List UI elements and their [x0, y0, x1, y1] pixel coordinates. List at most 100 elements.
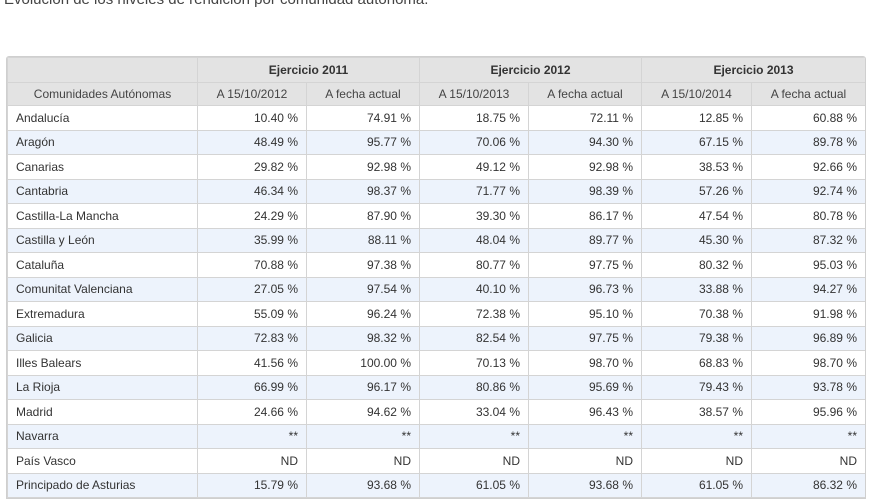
table-row: Comunitat Valenciana 27.05 % 97.54 % 40.10 …: [7, 276, 865, 302]
value-cell: 12.85 %: [641, 105, 752, 131]
table-row: Extremadura 55.09 % 96.24 % 72.38 % 95.10 % 7…: [7, 301, 865, 327]
column-header-row: Comunidades Autónomas A 15/10/2012 A fecha…: [7, 82, 865, 106]
value-cell: 89.78 %: [751, 129, 865, 155]
table-row: País Vasco ND ND ND ND ND ND: [7, 448, 865, 474]
value-cell: 92.98 %: [306, 154, 420, 180]
value-cell: 61.05 %: [641, 472, 752, 498]
value-cell: 97.54 %: [306, 276, 420, 302]
value-cell: 97.75 %: [528, 325, 642, 351]
value-cell: 27.05 %: [197, 276, 307, 302]
region-name: Galicia: [7, 325, 198, 351]
value-cell: 33.04 %: [419, 399, 529, 425]
group-header: Ejercicio 2012: [419, 57, 642, 83]
value-cell: 60.88 %: [751, 105, 865, 131]
value-cell: 98.39 %: [528, 178, 642, 204]
table-row: Principado de Asturias 15.79 % 93.68 % 61.0…: [7, 472, 865, 498]
value-cell: 61.05 %: [419, 472, 529, 498]
group-header: Ejercicio 2013: [641, 57, 865, 83]
value-cell: **: [641, 423, 752, 449]
value-cell: 96.17 %: [306, 374, 420, 400]
region-name: Principado de Asturias: [7, 472, 198, 498]
value-cell: 35.99 %: [197, 227, 307, 253]
column-header: Comunidades Autónomas: [7, 82, 198, 106]
value-cell: 96.73 %: [528, 276, 642, 302]
region-name: Castilla y León: [7, 227, 198, 253]
value-cell: ND: [751, 448, 865, 474]
value-cell: 49.12 %: [419, 154, 529, 180]
table-row: Galicia 72.83 % 98.32 % 82.54 % 97.75 % 79.38…: [7, 325, 865, 351]
column-header: A 15/10/2012: [197, 82, 307, 106]
value-cell: 80.32 %: [641, 252, 752, 278]
value-cell: 70.13 %: [419, 350, 529, 376]
page-title: Evolución de los niveles de rendición po…: [4, 0, 428, 8]
region-name: Canarias: [7, 154, 198, 180]
value-cell: ND: [306, 448, 420, 474]
value-cell: 68.83 %: [641, 350, 752, 376]
value-cell: 95.03 %: [751, 252, 865, 278]
value-cell: 48.49 %: [197, 129, 307, 155]
value-cell: 88.11 %: [306, 227, 420, 253]
value-cell: 72.38 %: [419, 301, 529, 327]
value-cell: 93.68 %: [528, 472, 642, 498]
value-cell: 93.78 %: [751, 374, 865, 400]
value-cell: 47.54 %: [641, 203, 752, 229]
value-cell: 92.74 %: [751, 178, 865, 204]
table-row: Illes Balears 41.56 % 100.00 % 70.13 % 98.70…: [7, 350, 865, 376]
value-cell: ND: [641, 448, 752, 474]
region-name: Andalucía: [7, 105, 198, 131]
value-cell: 46.34 %: [197, 178, 307, 204]
table-row: Canarias 29.82 % 92.98 % 49.12 % 92.98 % 38.5…: [7, 154, 865, 180]
region-name: La Rioja: [7, 374, 198, 400]
region-name: Navarra: [7, 423, 198, 449]
value-cell: 96.24 %: [306, 301, 420, 327]
value-cell: ND: [528, 448, 642, 474]
value-cell: 71.77 %: [419, 178, 529, 204]
value-cell: 100.00 %: [306, 350, 420, 376]
table-row: Castilla y León 35.99 % 88.11 % 48.04 % 89.7…: [7, 227, 865, 253]
table-row: Andalucía 10.40 % 74.91 % 18.75 % 72.11 % 12.…: [7, 105, 865, 131]
value-cell: 38.53 %: [641, 154, 752, 180]
value-cell: 48.04 %: [419, 227, 529, 253]
value-cell: 29.82 %: [197, 154, 307, 180]
region-name: Aragón: [7, 129, 198, 155]
value-cell: 15.79 %: [197, 472, 307, 498]
value-cell: 96.89 %: [751, 325, 865, 351]
value-cell: **: [306, 423, 420, 449]
table-row: Aragón 48.49 % 95.77 % 70.06 % 94.30 % 67.15 …: [7, 129, 865, 155]
value-cell: 87.32 %: [751, 227, 865, 253]
value-cell: 93.68 %: [306, 472, 420, 498]
value-cell: 80.77 %: [419, 252, 529, 278]
value-cell: 95.77 %: [306, 129, 420, 155]
region-name: País Vasco: [7, 448, 198, 474]
value-cell: 80.78 %: [751, 203, 865, 229]
value-cell: 40.10 %: [419, 276, 529, 302]
region-name: Illes Balears: [7, 350, 198, 376]
column-header: A fecha actual: [306, 82, 420, 106]
column-header: A fecha actual: [528, 82, 642, 106]
table-row: Cataluña 70.88 % 97.38 % 80.77 % 97.75 % 80.3…: [7, 252, 865, 278]
value-cell: 95.96 %: [751, 399, 865, 425]
value-cell: 91.98 %: [751, 301, 865, 327]
column-header: A 15/10/2013: [419, 82, 529, 106]
value-cell: 97.38 %: [306, 252, 420, 278]
value-cell: 70.88 %: [197, 252, 307, 278]
region-name: Extremadura: [7, 301, 198, 327]
value-cell: 33.88 %: [641, 276, 752, 302]
table-container: Ejercicio 2011 Ejercicio 2012 Ejercicio 20…: [6, 56, 866, 499]
value-cell: 98.37 %: [306, 178, 420, 204]
value-cell: **: [197, 423, 307, 449]
value-cell: 74.91 %: [306, 105, 420, 131]
region-name: Cataluña: [7, 252, 198, 278]
value-cell: **: [528, 423, 642, 449]
value-cell: 98.70 %: [528, 350, 642, 376]
table-row: Castilla-La Mancha 24.29 % 87.90 % 39.30 % 8…: [7, 203, 865, 229]
group-header-row: Ejercicio 2011 Ejercicio 2012 Ejercicio 20…: [7, 57, 865, 83]
table-head: Ejercicio 2011 Ejercicio 2012 Ejercicio 20…: [7, 57, 865, 106]
value-cell: 79.38 %: [641, 325, 752, 351]
region-name: Madrid: [7, 399, 198, 425]
table-row: La Rioja 66.99 % 96.17 % 80.86 % 95.69 % 79.4…: [7, 374, 865, 400]
value-cell: 70.38 %: [641, 301, 752, 327]
value-cell: 79.43 %: [641, 374, 752, 400]
table-row: Madrid 24.66 % 94.62 % 33.04 % 96.43 % 38.57 …: [7, 399, 865, 425]
